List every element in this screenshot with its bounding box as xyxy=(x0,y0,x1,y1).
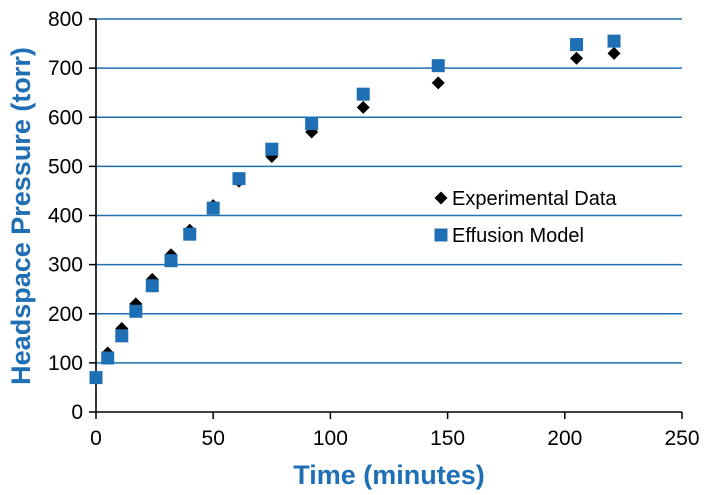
legend-diamond-marker xyxy=(434,191,448,205)
y-tick-label-300: 300 xyxy=(48,254,83,277)
series-effusion-model xyxy=(89,34,621,385)
y-tick-label-400: 400 xyxy=(48,205,83,228)
diamond-point xyxy=(431,76,445,90)
y-axis-title: Headspace Pressure (torr) xyxy=(6,47,36,385)
data-points xyxy=(89,34,621,385)
square-point xyxy=(89,371,103,385)
legend-item-experimental-data: Experimental Data xyxy=(434,188,617,210)
y-tick-label-500: 500 xyxy=(48,155,83,178)
legend-square-marker xyxy=(434,228,448,242)
y-tick-label-200: 200 xyxy=(48,303,83,326)
square-point xyxy=(356,87,370,101)
x-tick-label-250: 250 xyxy=(664,427,699,450)
diamond-point xyxy=(607,46,621,60)
x-tick-label-100: 100 xyxy=(313,427,348,450)
square-point xyxy=(164,254,178,268)
y-tick-label-700: 700 xyxy=(48,57,83,80)
square-point xyxy=(206,201,220,215)
legend: Experimental Data Effusion Model xyxy=(434,188,617,247)
y-tick-label-800: 800 xyxy=(48,8,83,31)
axes xyxy=(89,18,683,419)
square-point xyxy=(129,304,143,318)
square-point xyxy=(431,59,445,73)
y-tick-label-100: 100 xyxy=(48,352,83,375)
x-tick-label-150: 150 xyxy=(430,427,465,450)
square-point xyxy=(607,34,621,48)
square-point xyxy=(145,279,159,293)
legend-label-experimental-data: Experimental Data xyxy=(452,188,617,210)
square-point xyxy=(265,142,279,156)
gridlines xyxy=(96,18,682,364)
square-point xyxy=(232,172,246,186)
diamond-point xyxy=(570,51,584,65)
square-point xyxy=(570,38,584,52)
legend-item-effusion-model: Effusion Model xyxy=(434,225,584,247)
y-tick-label-600: 600 xyxy=(48,106,83,129)
x-axis-title: Time (minutes) xyxy=(293,460,485,490)
x-axis-tick-labels: 0 50 100 150 200 250 xyxy=(90,427,699,450)
square-point xyxy=(115,329,129,343)
diamond-point xyxy=(356,100,370,114)
y-axis-tick-labels: 0 100 200 300 400 500 600 700 800 xyxy=(48,8,83,424)
legend-label-effusion-model: Effusion Model xyxy=(452,225,584,247)
square-point xyxy=(183,227,197,241)
y-tick-label-0: 0 xyxy=(71,401,83,424)
square-point xyxy=(305,117,319,131)
x-tick-label-0: 0 xyxy=(90,427,102,450)
square-point xyxy=(101,351,115,365)
x-tick-label-200: 200 xyxy=(547,427,582,450)
x-tick-label-50: 50 xyxy=(202,427,225,450)
